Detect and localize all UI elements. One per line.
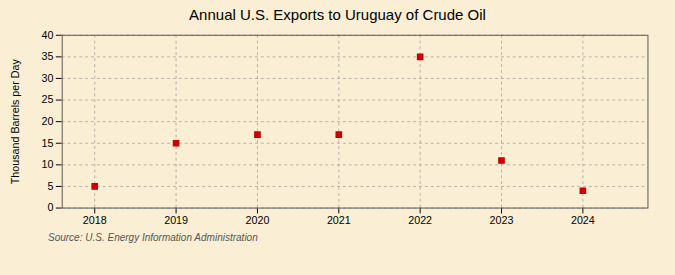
- html-text:Annual U.S. Exports to Uruguay: Annual U.S. Exports to Uruguay of Crude …: [189, 6, 486, 23]
- svg-text:25: 25: [41, 93, 53, 105]
- svg-text:Thousand Barrels per Day: Thousand Barrels per Day: [9, 58, 21, 184]
- svg-text:0: 0: [47, 201, 53, 213]
- svg-text:2021: 2021: [327, 214, 351, 226]
- svg-text:2019: 2019: [164, 214, 188, 226]
- svg-text:2024: 2024: [571, 214, 595, 226]
- svg-text:40: 40: [41, 29, 53, 41]
- svg-text:2023: 2023: [490, 214, 514, 226]
- svg-text:2020: 2020: [246, 214, 270, 226]
- html-text:Source: U.S. Energy Informatio: Source: U.S. Energy Information Administ…: [48, 232, 258, 243]
- svg-text:10: 10: [41, 158, 53, 170]
- svg-text:2022: 2022: [408, 214, 432, 226]
- svg-text:30: 30: [41, 72, 53, 84]
- svg-text:20: 20: [41, 115, 53, 127]
- svg-text:2018: 2018: [83, 214, 107, 226]
- svg-text:35: 35: [41, 50, 53, 62]
- svg-text:15: 15: [41, 137, 53, 149]
- svg-text:5: 5: [47, 180, 53, 192]
